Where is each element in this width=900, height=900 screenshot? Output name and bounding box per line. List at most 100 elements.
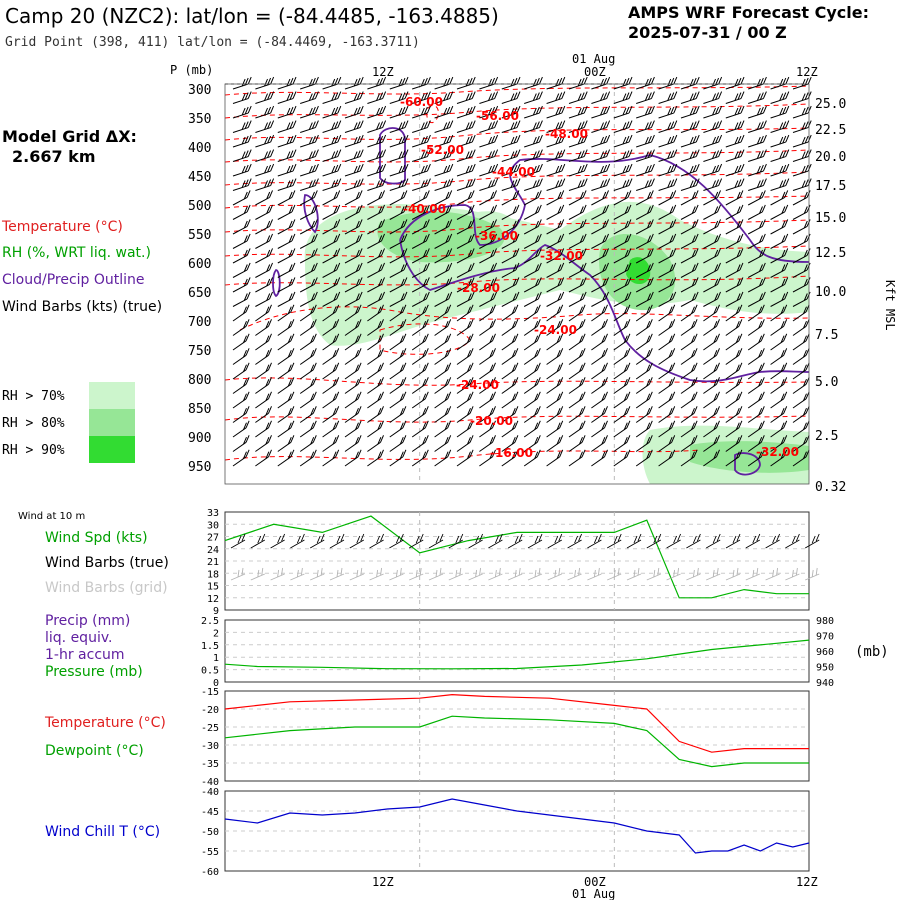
wind-barb-flag bbox=[535, 191, 539, 200]
wind-barb-flag bbox=[671, 420, 676, 429]
wind-barb-flag bbox=[734, 107, 739, 116]
wind-barb-flag bbox=[268, 304, 272, 313]
wind-barb-flag bbox=[265, 349, 270, 358]
wind-barb bbox=[456, 98, 473, 104]
wind-barb-flag bbox=[423, 164, 428, 173]
wind-barb-flag bbox=[738, 319, 743, 327]
wind-barb-flag bbox=[331, 165, 336, 174]
wind10-panel-tick-label: 15 bbox=[207, 582, 219, 593]
wind-barb-flag bbox=[510, 107, 515, 116]
wind-barb bbox=[613, 98, 630, 104]
wind-barb-flag bbox=[312, 391, 317, 400]
pressure-tick-label: 800 bbox=[188, 373, 211, 388]
wind-barb-flag bbox=[781, 264, 786, 272]
wind-barb bbox=[568, 112, 585, 119]
wind-barb-flag bbox=[381, 233, 385, 242]
temperature-contour-label: -36.00 bbox=[475, 229, 518, 243]
wind-barb bbox=[344, 197, 360, 206]
grid-wind-barb-10m bbox=[785, 567, 800, 581]
wind-barb-flag bbox=[471, 149, 476, 157]
wind-barb-flag bbox=[535, 249, 539, 258]
height-tick-label: 22.5 bbox=[815, 123, 846, 138]
wind-barb-flag bbox=[692, 135, 697, 144]
wind-barb-flag bbox=[449, 76, 454, 85]
wind-barb-flag bbox=[716, 391, 720, 400]
wind-barb-flag bbox=[357, 406, 362, 414]
wind-barb-flag bbox=[513, 135, 518, 144]
wind-barb-flag bbox=[445, 235, 450, 243]
wind-barb-flag bbox=[467, 206, 472, 214]
wind-barb-flag bbox=[310, 422, 315, 430]
wind-barb-flag bbox=[511, 436, 516, 445]
wind-barb-flag bbox=[759, 206, 763, 214]
wind-barb-flag bbox=[694, 204, 699, 213]
wind-barb-flag bbox=[399, 320, 404, 329]
wind-barb-flag bbox=[532, 136, 537, 145]
wind-barb-flag bbox=[244, 92, 249, 100]
wind-barb-flag bbox=[579, 206, 584, 214]
wind-barb bbox=[322, 83, 338, 90]
wind-barb-flag bbox=[712, 180, 716, 188]
wind-barb-flag bbox=[713, 451, 718, 459]
wind-barb-flag bbox=[558, 92, 563, 100]
wind-speed-label: Wind Spd (kts) bbox=[45, 530, 148, 546]
wind-barb bbox=[232, 185, 249, 191]
wind-barb-flag bbox=[668, 393, 673, 401]
wind-barb-flag bbox=[558, 179, 563, 187]
wind-barb-flag bbox=[669, 278, 674, 287]
wind-barb-flag bbox=[494, 134, 499, 143]
wind-barb bbox=[367, 197, 382, 206]
wind-barb-flag bbox=[801, 165, 806, 174]
wind-barb-flag bbox=[265, 451, 270, 459]
wind-barb-flag bbox=[734, 180, 739, 188]
wind-barb-flag bbox=[623, 306, 628, 314]
wind-barb-flag bbox=[604, 304, 608, 313]
grid-wind-barb-10m bbox=[329, 567, 345, 581]
wind-barb-flag bbox=[627, 248, 632, 256]
wind-barb-flag bbox=[673, 178, 678, 186]
wind-barb-flag bbox=[399, 306, 404, 314]
wind-barb-flag bbox=[469, 348, 474, 356]
wind-barb-flag bbox=[292, 149, 297, 157]
wind-barb-flag bbox=[759, 278, 763, 287]
wind-barb-flag bbox=[356, 164, 361, 173]
grid-wind-barb-10m bbox=[389, 567, 404, 581]
wind-barb-flag bbox=[557, 264, 562, 272]
wind-barb-10m bbox=[705, 533, 721, 549]
temperature-contour-label: -52.00 bbox=[421, 143, 464, 157]
wind-barb bbox=[300, 185, 316, 191]
wind-barb-flag bbox=[713, 364, 718, 372]
wind-barb bbox=[703, 197, 718, 206]
wind-barb bbox=[725, 170, 742, 177]
wind-barb-flag bbox=[627, 233, 632, 242]
temperature-contour bbox=[224, 85, 810, 96]
wind-barb bbox=[747, 211, 763, 220]
wind-barb-flag bbox=[241, 151, 246, 159]
wind-barb-flag bbox=[602, 293, 607, 301]
wind-barb-flag bbox=[716, 435, 720, 443]
wind-barb-flag bbox=[801, 122, 806, 130]
wind-barb-flag bbox=[443, 107, 448, 116]
wind-barb bbox=[344, 98, 361, 104]
wind-barb-flag bbox=[560, 190, 565, 198]
wind-barb-flag bbox=[356, 106, 361, 115]
wind-barb-flag bbox=[310, 378, 315, 387]
wind-barb-flag bbox=[803, 235, 808, 243]
grid-wind-barb-10m bbox=[310, 567, 325, 581]
wind-barb-flag bbox=[758, 393, 763, 401]
wind-barb-flag bbox=[355, 335, 359, 343]
wind-barb bbox=[300, 127, 316, 133]
wind-barb bbox=[479, 127, 495, 133]
wind-barb-flag bbox=[467, 393, 471, 401]
wind-barb-flag bbox=[779, 136, 784, 145]
wind-barb-flag bbox=[465, 93, 470, 101]
wind-barb-flag bbox=[785, 178, 790, 186]
wind-barb-flag bbox=[493, 291, 497, 300]
wind-barb-flag bbox=[265, 422, 270, 430]
wind-barb-flag bbox=[644, 180, 649, 188]
wind-barb-flag bbox=[758, 451, 763, 459]
wind-barb-flag bbox=[580, 164, 585, 173]
wind-barb bbox=[703, 112, 719, 119]
wind-barb-flag bbox=[289, 150, 294, 158]
wind-barb bbox=[456, 83, 473, 90]
